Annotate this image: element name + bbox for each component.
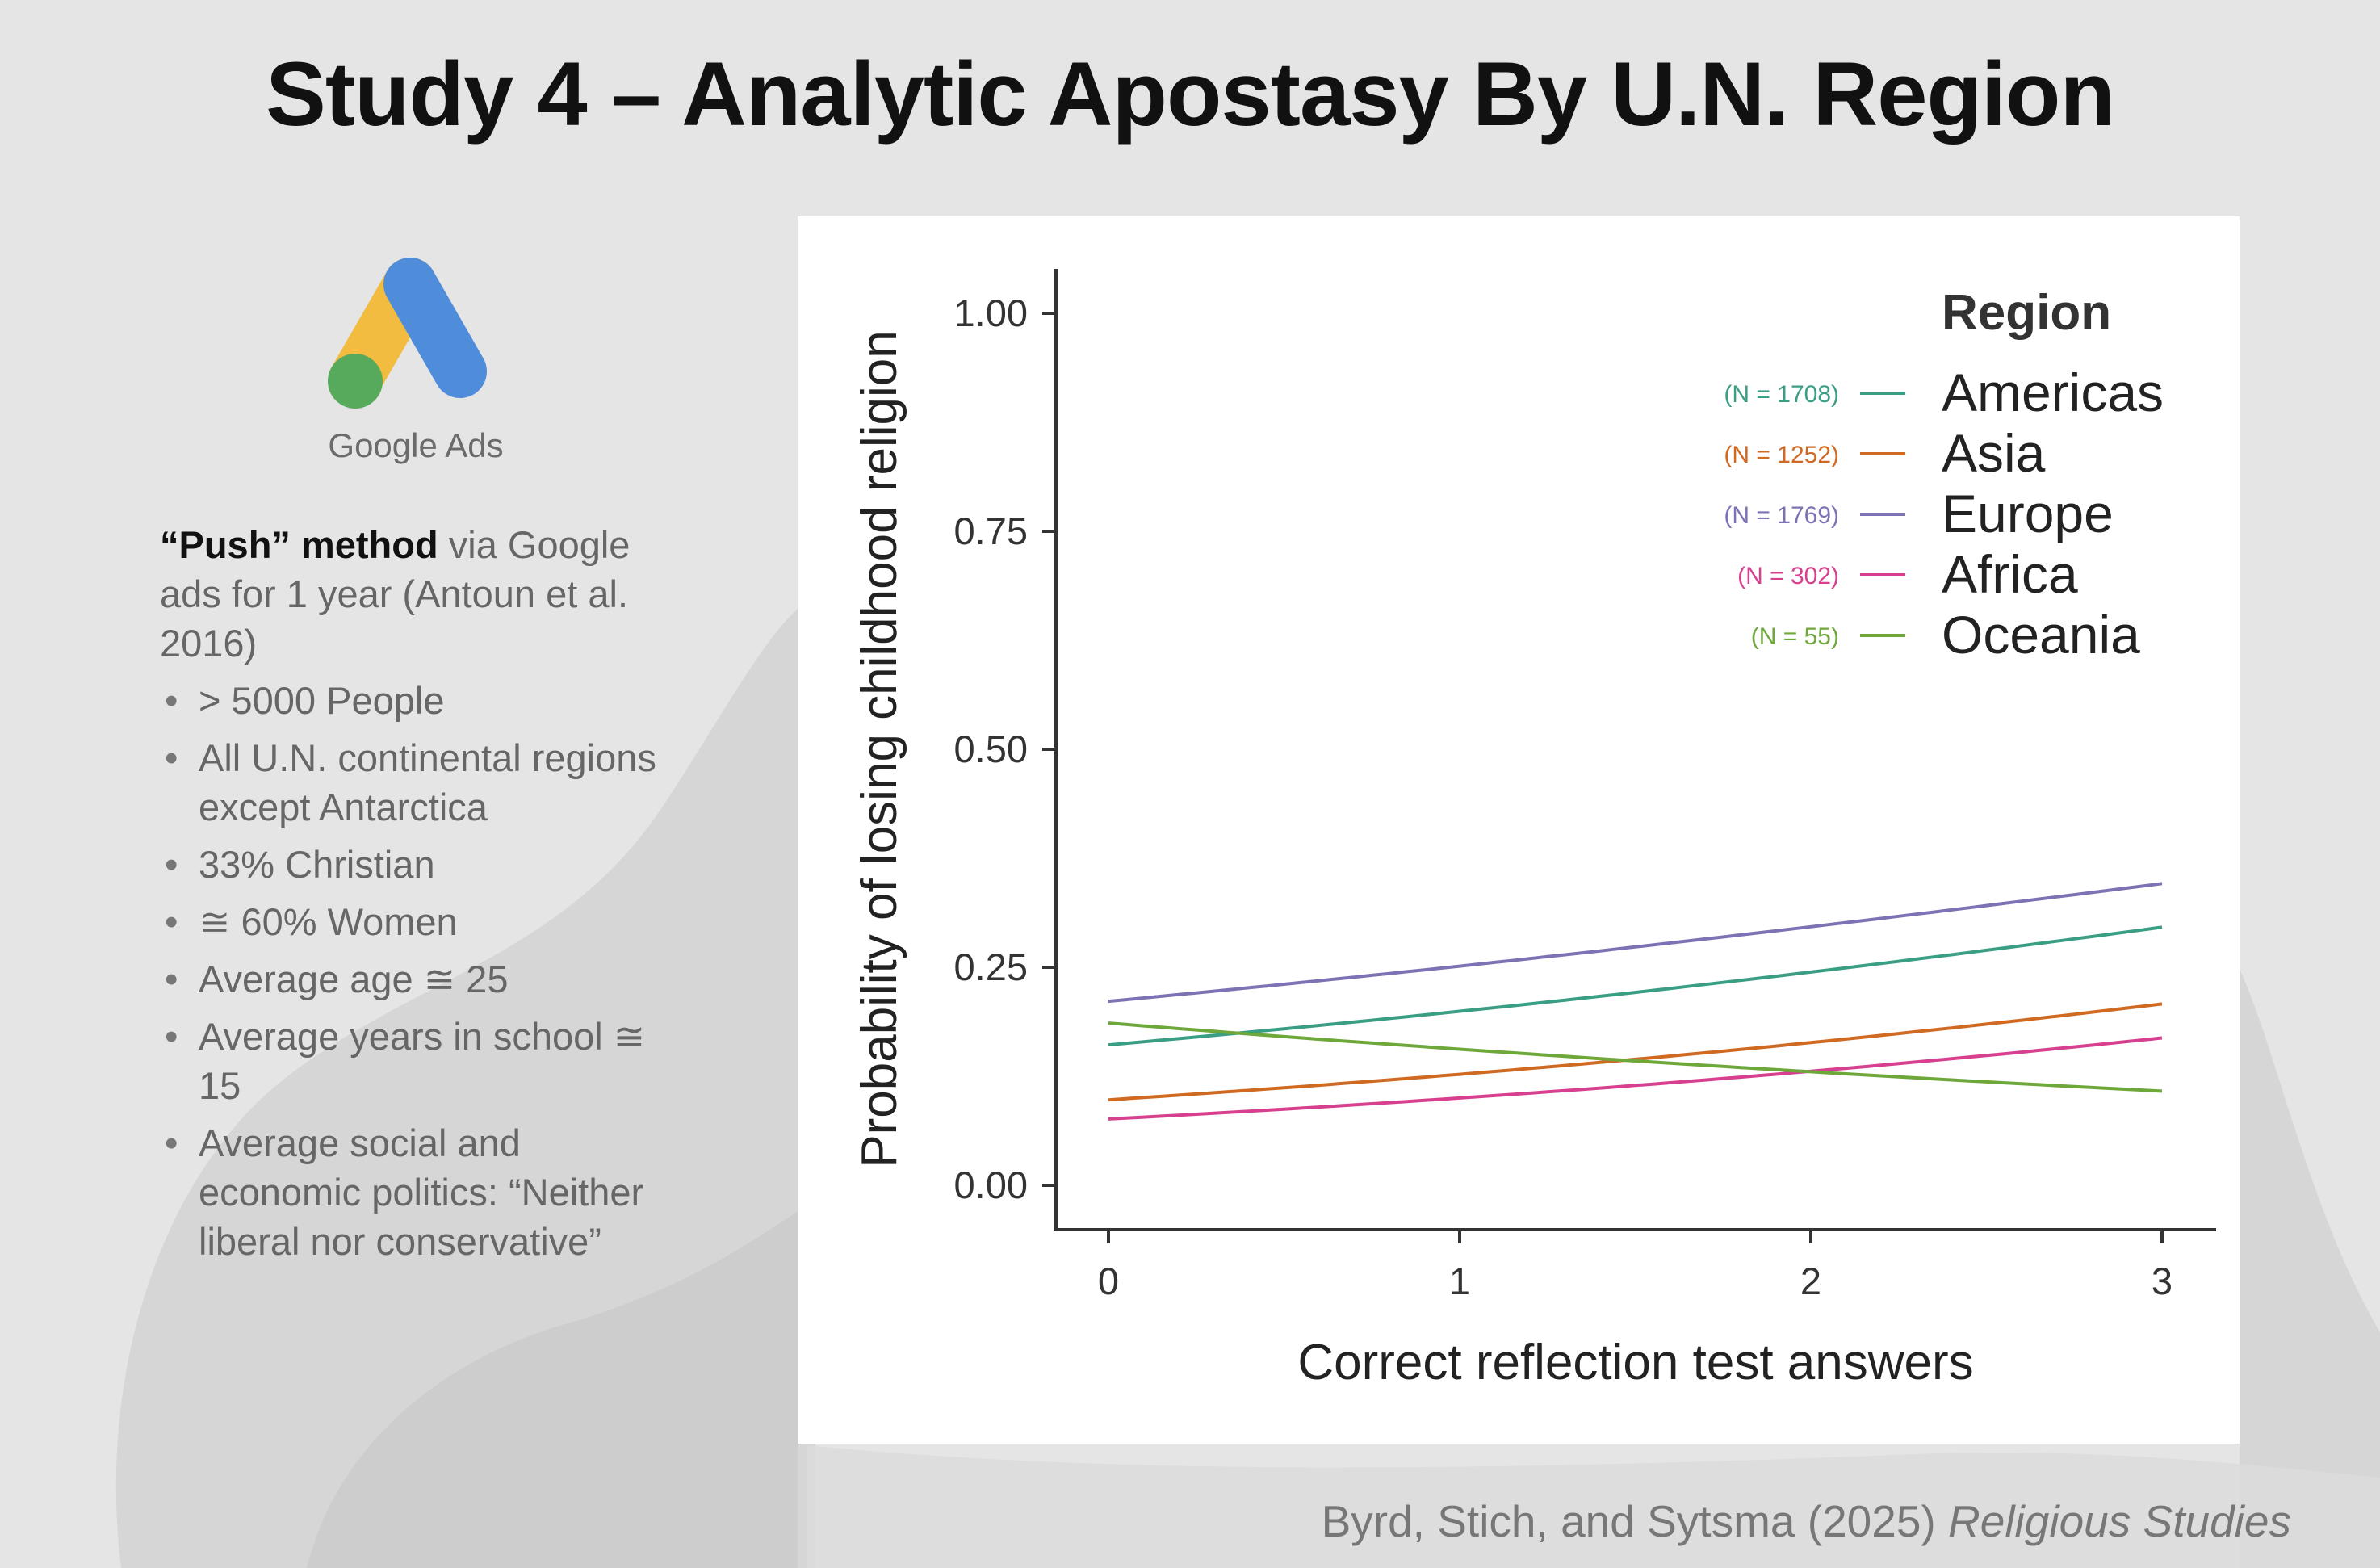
legend-label: Americas — [1942, 363, 2164, 422]
legend-n-label: (N = 1252) — [1724, 442, 1839, 468]
series-line-asia — [1108, 1002, 2163, 1102]
legend-label: Africa — [1942, 544, 2078, 604]
google-ads-logo-mark — [328, 258, 487, 409]
method-intro: “Push” method via Google ads for 1 year … — [160, 520, 693, 668]
y-tick-label: 0.25 — [954, 945, 1028, 988]
series-line-oceania — [1108, 1021, 2163, 1093]
google-ads-logo — [328, 258, 487, 409]
y-tick-label: 0.50 — [954, 727, 1028, 770]
legend-label: Europe — [1942, 484, 2114, 543]
citation-authors: Byrd, Stich, and Sytsma (2025) — [1321, 1496, 1949, 1546]
y-tick-label: 0.75 — [954, 509, 1028, 552]
slide-title: Study 4 – Analytic Apostasy By U.N. Regi… — [266, 44, 2115, 145]
legend-label: Asia — [1942, 423, 2046, 483]
series-line-europe — [1108, 882, 2163, 1004]
legend-n-label: (N = 1708) — [1724, 381, 1839, 408]
bullet-item: Average age ≅ 25 — [160, 954, 693, 1004]
method-bold: “Push” method — [160, 523, 438, 566]
series-line-americas — [1108, 925, 2163, 1047]
method-rest: via Google ads for 1 year (Antoun et al.… — [160, 523, 631, 665]
bullet-item: Average social and economic politics: “N… — [160, 1118, 693, 1266]
legend-n-label: (N = 55) — [1751, 623, 1839, 650]
x-tick-label: 3 — [2152, 1260, 2173, 1302]
method-bullets: > 5000 People All U.N. continental regio… — [160, 676, 693, 1266]
y-tick-label: 1.00 — [954, 291, 1028, 334]
bullet-item: ≅ 60% Women — [160, 897, 693, 946]
citation: Byrd, Stich, and Sytsma (2025) Religious… — [1322, 1495, 2291, 1547]
logo-blue-bar — [383, 258, 487, 398]
logo-green-dot — [328, 354, 383, 409]
x-tick-label: 1 — [1449, 1260, 1470, 1302]
chart-panel: 0.00 0.25 0.50 0.75 1.00 0 1 2 3 Correct reflecti… — [798, 216, 2240, 1444]
bullet-item: All U.N. continental regions except Anta… — [160, 733, 693, 832]
series-line-africa — [1108, 1036, 2163, 1121]
google-ads-logo-text: Google Ads — [328, 426, 504, 464]
bullet-item: 33% Christian — [160, 840, 693, 889]
y-tick-label: 0.00 — [954, 1163, 1028, 1206]
y-axis-label: Probability of losing childhood religion — [852, 330, 907, 1168]
bullet-item: Average years in school ≅ 15 — [160, 1012, 693, 1110]
legend-n-label: (N = 1769) — [1724, 502, 1839, 529]
legend-title: Region — [1942, 285, 2111, 341]
line-chart: 0.00 0.25 0.50 0.75 1.00 0 1 2 3 Correct reflecti… — [852, 269, 2216, 1390]
legend-label: Oceania — [1942, 605, 2140, 665]
method-description: “Push” method via Google ads for 1 year … — [160, 520, 693, 1274]
bullet-item: > 5000 People — [160, 676, 693, 725]
legend-n-label: (N = 302) — [1737, 563, 1839, 589]
x-tick-label: 2 — [1800, 1260, 1821, 1302]
citation-journal: Religious Studies — [1948, 1496, 2291, 1546]
x-tick-label: 0 — [1098, 1260, 1119, 1302]
x-axis-label: Correct reflection test answers — [1297, 1335, 1973, 1390]
